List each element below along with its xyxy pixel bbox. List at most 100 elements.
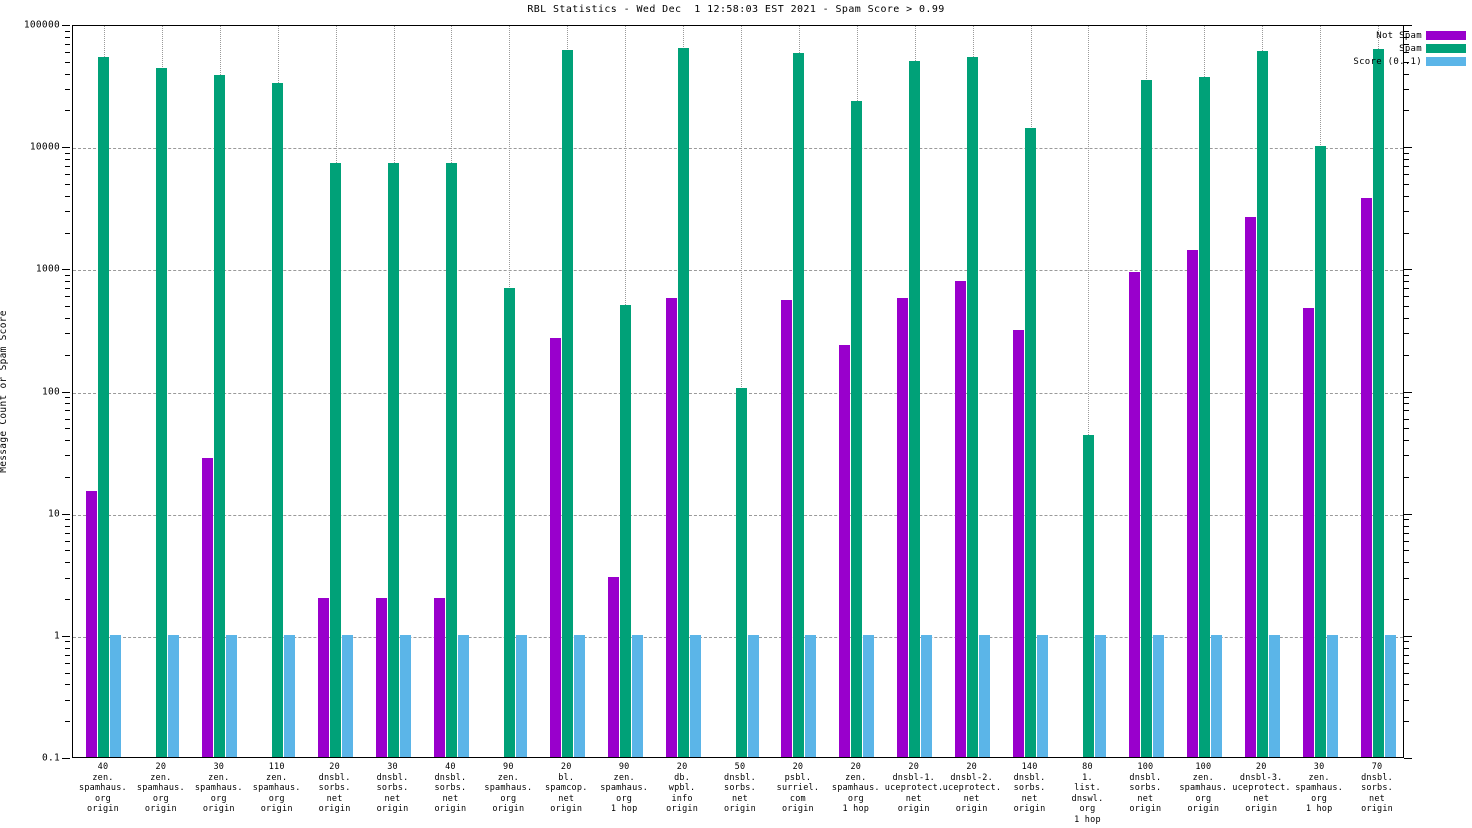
bar-group [376, 26, 412, 757]
bar-notspam[interactable] [665, 298, 677, 757]
bar-score[interactable] [1037, 634, 1049, 757]
bar-spam[interactable] [1198, 77, 1210, 757]
bar-notspam[interactable] [1013, 330, 1025, 757]
legend-item[interactable]: Not Spam [1353, 30, 1466, 41]
bar-spam[interactable] [503, 288, 515, 757]
x-tick-label: 40 zen. spamhaus. org origin [79, 762, 127, 814]
bar-score[interactable] [515, 634, 527, 757]
bar-spam[interactable] [98, 56, 110, 757]
y-tick-minor [65, 281, 70, 283]
bar-spam[interactable] [1025, 128, 1037, 757]
bar-spam[interactable] [1140, 80, 1152, 757]
bar-notspam[interactable] [781, 300, 793, 757]
bar-score[interactable] [747, 634, 759, 757]
y-tick-right [1404, 25, 1412, 26]
bar-spam[interactable] [967, 56, 979, 757]
y-tick-minor-right [1404, 654, 1409, 656]
y-tick-minor [65, 159, 70, 160]
bar-score[interactable] [805, 634, 817, 757]
bar-score[interactable] [1152, 634, 1164, 757]
chart-title: RBL Statistics - Wed Dec 1 12:58:03 EST … [527, 4, 945, 15]
bar-score[interactable] [921, 634, 933, 757]
bar-score[interactable] [1326, 634, 1338, 757]
y-tick-minor-right [1404, 159, 1409, 160]
bar-score[interactable] [1384, 634, 1396, 757]
bar-spam[interactable] [909, 60, 921, 757]
bar-spam[interactable] [851, 100, 863, 757]
bar-notspam[interactable] [1360, 197, 1372, 757]
bar-group [260, 26, 296, 757]
bar-notspam[interactable] [1244, 216, 1256, 757]
bar-spam[interactable] [1372, 49, 1384, 757]
y-tick-minor-right [1404, 532, 1409, 534]
y-tick-minor [65, 577, 70, 579]
bar-notspam[interactable] [549, 337, 561, 757]
x-tick-label: 30 zen. spamhaus. org 1 hop [1295, 762, 1344, 814]
bar-score[interactable] [457, 634, 469, 757]
y-tick-minor-right [1404, 274, 1409, 276]
bar-score[interactable] [689, 634, 701, 757]
bar-score[interactable] [284, 634, 296, 757]
bar-notspam[interactable] [376, 598, 388, 757]
y-tick-minor [65, 428, 70, 430]
bar-notspam[interactable] [607, 576, 619, 757]
bar-spam[interactable] [793, 52, 805, 757]
y-tick-minor [65, 721, 70, 723]
bar-spam[interactable] [156, 67, 168, 757]
bar-score[interactable] [1210, 634, 1222, 757]
y-tick-minor-right [1404, 166, 1409, 168]
y-tick-minor-right [1404, 73, 1409, 75]
bar-score[interactable] [226, 634, 238, 757]
y-tick-minor-right [1404, 641, 1409, 643]
legend-item[interactable]: Score (0..1) [1353, 56, 1466, 67]
y-axis-ticks-right [1404, 25, 1416, 759]
bar-spam[interactable] [214, 75, 226, 757]
bar-spam[interactable] [677, 47, 689, 757]
bar-notspam[interactable] [86, 491, 98, 757]
bar-score[interactable] [110, 634, 122, 757]
y-tick-minor [65, 30, 70, 32]
bar-score[interactable] [979, 634, 991, 757]
bar-spam[interactable] [619, 305, 631, 757]
y-tick-minor [65, 403, 70, 405]
bar-notspam[interactable] [839, 345, 851, 757]
legend-item[interactable]: Spam [1353, 43, 1466, 54]
bar-spam[interactable] [272, 82, 284, 757]
bar-notspam[interactable] [955, 280, 967, 757]
y-tick-minor-right [1404, 599, 1409, 601]
bar-spam[interactable] [388, 162, 400, 757]
bar-notspam[interactable] [1302, 308, 1314, 757]
y-tick-minor-right [1404, 519, 1409, 521]
bar-score[interactable] [631, 634, 643, 757]
bar-score[interactable] [342, 634, 354, 757]
plot-area [72, 25, 1404, 758]
bar-score[interactable] [863, 634, 875, 757]
y-tick-minor [65, 684, 70, 686]
bar-notspam[interactable] [897, 298, 909, 757]
bar-notspam[interactable] [202, 458, 214, 757]
bar-score[interactable] [1094, 634, 1106, 757]
bar-notspam[interactable] [318, 598, 330, 757]
bar-notspam[interactable] [433, 598, 445, 757]
x-tick-label: 140 dnsbl. sorbs. net origin [1013, 762, 1046, 814]
x-tick-label: 50 dnsbl. sorbs. net origin [724, 762, 756, 814]
y-tick-right [1404, 147, 1412, 149]
bar-spam[interactable] [1256, 51, 1268, 757]
bar-spam[interactable] [561, 50, 573, 757]
bar-score[interactable] [573, 634, 585, 757]
bar-score[interactable] [400, 634, 412, 757]
bar-notspam[interactable] [1128, 271, 1140, 757]
y-tick-minor-right [1404, 110, 1409, 112]
bar-spam[interactable] [445, 162, 457, 757]
bar-spam[interactable] [735, 387, 747, 757]
bar-score[interactable] [168, 634, 180, 757]
bar-spam[interactable] [1314, 146, 1326, 757]
y-tick-minor-right [1404, 540, 1409, 542]
x-tick-label: 20 dnsbl-3. uceprotect. net origin [1232, 762, 1291, 814]
y-tick-minor-right [1404, 476, 1409, 478]
bar-spam[interactable] [1082, 435, 1094, 757]
bar-notspam[interactable] [1186, 249, 1198, 757]
bar-spam[interactable] [330, 162, 342, 757]
y-tick [62, 635, 70, 637]
bar-score[interactable] [1268, 634, 1280, 757]
